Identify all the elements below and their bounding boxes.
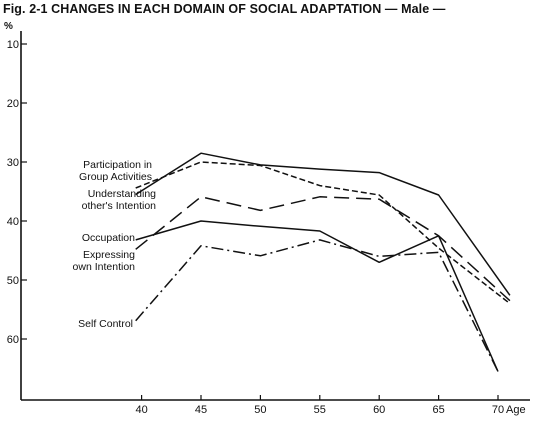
series-label-line: Understanding — [88, 188, 156, 200]
x-tick-label: 45 — [195, 404, 207, 416]
series-label-2: Understanding other's Intention — [82, 188, 157, 212]
ticks: % 10 20 30 40 50 60 40 45 50 55 60 65 70 Age — [4, 21, 526, 416]
y-tick-label: 40 — [7, 216, 19, 228]
series-label-1: Participation in Group Activities — [79, 159, 152, 183]
series-labels: Participation in Group Activities Understa… — [73, 159, 157, 330]
series-line-3 — [135, 220, 499, 372]
series-label-3: Occupation — [82, 232, 135, 244]
series-label-line: Expressing — [83, 249, 135, 261]
series-label-line: Group Activities — [79, 171, 152, 183]
x-tick-label: 50 — [254, 404, 266, 416]
y-tick-label: 20 — [7, 98, 19, 110]
y-tick-label: 10 — [7, 39, 19, 51]
x-tick-label: 40 — [135, 404, 147, 416]
y-axis-unit-label: % — [4, 21, 13, 32]
series-label-line: Self Control — [78, 318, 133, 330]
x-tick-label: 55 — [314, 404, 326, 416]
x-tick-label: 65 — [432, 404, 444, 416]
series-line-2 — [135, 161, 511, 305]
series-label-line: own Intention — [73, 261, 136, 273]
series-line-4 — [135, 196, 511, 302]
series-lines — [135, 152, 511, 372]
x-axis-label: Age — [506, 404, 526, 416]
series-label-4: Expressing own Intention — [73, 249, 136, 273]
x-tick-label: 60 — [373, 404, 385, 416]
x-tick-label: 70 — [492, 404, 504, 416]
series-label-5: Self Control — [78, 318, 133, 330]
series-line-5 — [135, 239, 499, 372]
series-label-line: Participation in — [83, 159, 152, 171]
series-line-1 — [135, 152, 511, 296]
y-tick-label: 50 — [7, 275, 19, 287]
y-tick-label: 60 — [7, 334, 19, 346]
series-label-line: other's Intention — [82, 200, 157, 212]
figure-title: Fig. 2-1 CHANGES IN EACH DOMAIN OF SOCIA… — [3, 2, 446, 16]
y-tick-label: 30 — [7, 157, 19, 169]
series-label-line: Occupation — [82, 232, 135, 244]
